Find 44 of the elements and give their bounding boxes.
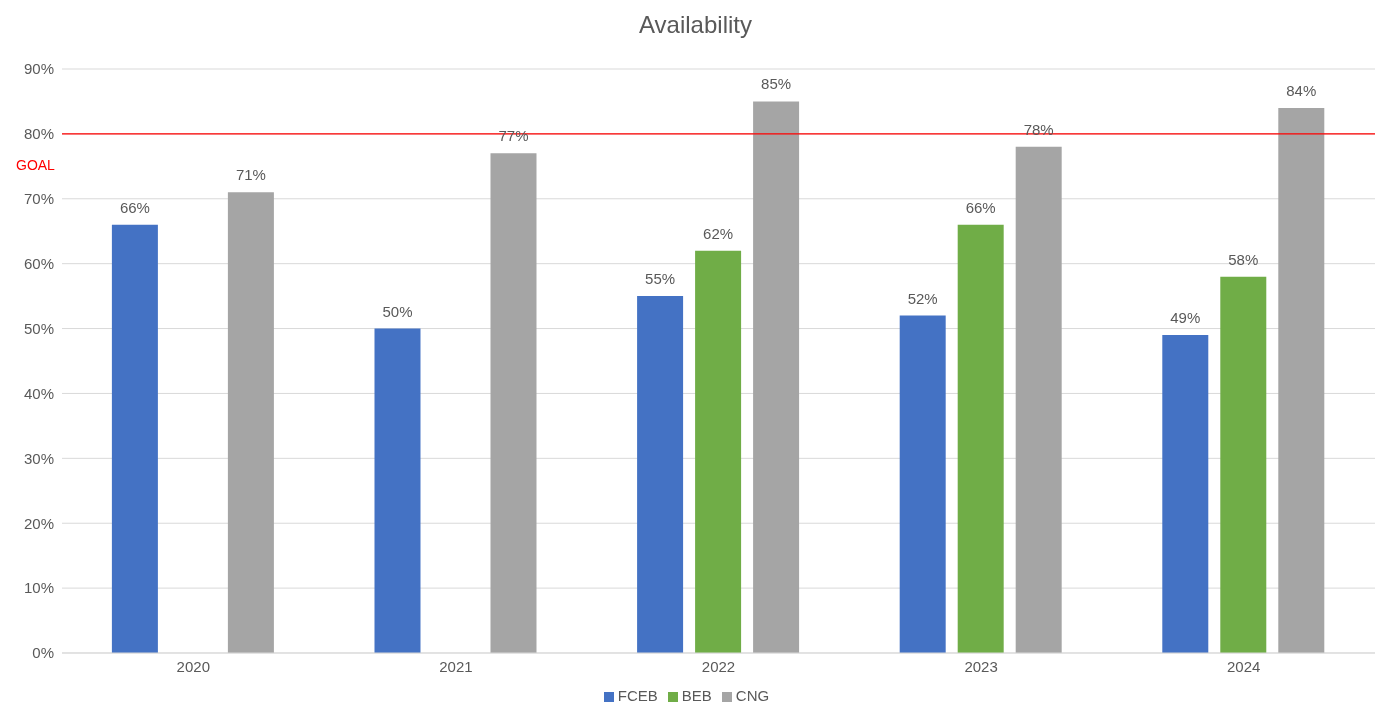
data-label: 84% (1286, 81, 1317, 99)
bar (1220, 276, 1267, 653)
data-label: 49% (1170, 309, 1201, 327)
data-label: 52% (907, 289, 938, 307)
x-tick-label: 2022 (701, 657, 736, 675)
data-label: 71% (235, 166, 266, 184)
bar (957, 224, 1004, 653)
y-tick-label: 60% (23, 254, 54, 272)
bar (695, 250, 742, 653)
ref-line-label: GOAL (16, 156, 56, 173)
data-label: 62% (703, 224, 734, 242)
y-tick-label: 80% (23, 125, 54, 143)
bar (899, 315, 946, 653)
bar (1015, 146, 1062, 653)
data-label: 66% (119, 198, 150, 216)
bar (111, 224, 158, 653)
bar (1162, 335, 1209, 653)
data-label: 55% (645, 270, 676, 288)
bar (1278, 107, 1325, 653)
y-tick-label: 0% (32, 644, 54, 662)
bar (637, 296, 684, 653)
data-label: 50% (382, 302, 413, 320)
y-tick-label: 20% (23, 514, 54, 532)
legend-label: BEB (681, 687, 712, 704)
bar (490, 153, 537, 653)
legend-label: CNG (735, 687, 770, 704)
x-tick-label: 2023 (964, 657, 998, 675)
chart-title: Availability (638, 10, 753, 40)
x-tick-label: 2020 (176, 657, 210, 675)
data-label: 85% (761, 75, 792, 93)
y-tick-label: 10% (23, 579, 54, 597)
y-tick-label: 70% (23, 190, 54, 208)
y-tick-label: 50% (23, 319, 54, 337)
y-tick-label: 90% (23, 60, 54, 78)
legend-label: FCEB (617, 687, 658, 704)
x-tick-label: 2024 (1227, 657, 1261, 675)
y-tick-label: 30% (23, 449, 54, 467)
data-label: 66% (965, 198, 996, 216)
bar (374, 328, 421, 653)
x-tick-label: 2021 (439, 657, 473, 675)
bar (227, 192, 274, 653)
data-label: 58% (1228, 250, 1259, 268)
y-tick-label: 40% (23, 384, 54, 402)
bar (753, 101, 800, 653)
